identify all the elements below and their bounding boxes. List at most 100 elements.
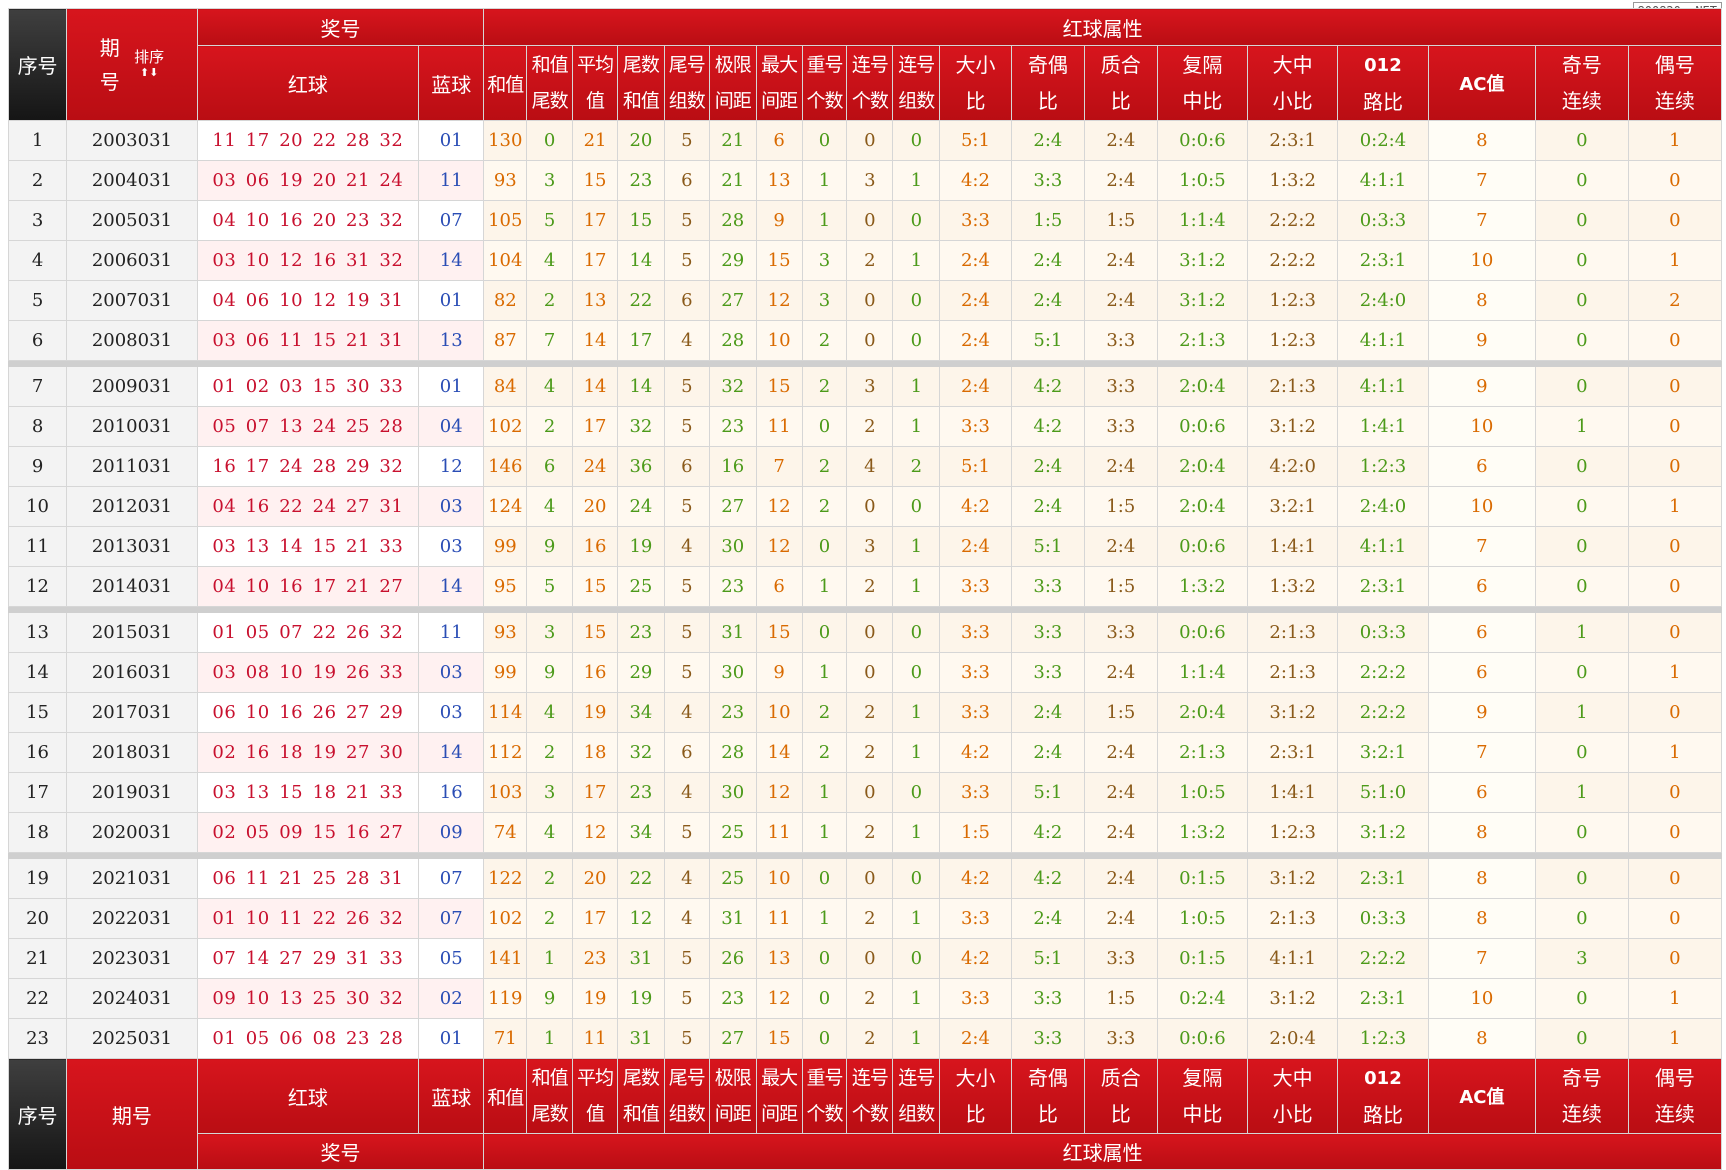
row-even-run: 1 (1627, 978, 1723, 1019)
row-ac: 6 (1427, 652, 1536, 693)
row-consec-group: 1 (892, 898, 941, 939)
row-red-balls: 03 06 11 15 21 31 (196, 320, 420, 361)
row-large-mid-small: 1:4:1 (1247, 526, 1339, 567)
row-red-balls: 04 10 16 20 23 32 (196, 200, 420, 241)
row-consec-group: 0 (892, 320, 941, 361)
sort-button[interactable]: 排序 ⬆⬇ (134, 49, 164, 81)
row-sum: 119 (483, 978, 528, 1019)
row-span: 29 (708, 240, 757, 281)
row-tail-sum: 32 (616, 732, 665, 773)
row-period: 2011031 (66, 446, 198, 487)
row-red-balls: 03 08 10 19 26 33 (196, 652, 420, 693)
row-sum-tail: 3 (526, 772, 574, 813)
row-sum: 103 (483, 772, 528, 813)
header-tail-sum: 尾数 和值 (616, 45, 665, 121)
row-tail-group: 5 (663, 566, 710, 607)
row-seq: 8 (7, 406, 68, 447)
row-odd-even: 4:2 (1010, 406, 1086, 447)
row-large-mid-small: 2:2:2 (1247, 200, 1339, 241)
row-sum-tail: 2 (526, 406, 574, 447)
row-repeat: 2 (801, 732, 848, 773)
row-avg: 17 (572, 240, 618, 281)
row-repeat-gap: 3:1:2 (1156, 280, 1249, 321)
row-ac: 7 (1427, 200, 1536, 241)
header-period-line2: 号 (99, 69, 120, 94)
row-tail-sum: 15 (616, 200, 665, 241)
row-prime: 2:4 (1084, 160, 1158, 201)
row-even-run: 0 (1627, 772, 1723, 813)
row-consec-group: 1 (892, 692, 941, 733)
row-road: 4:1:1 (1337, 526, 1429, 567)
row-max-gap: 15 (755, 366, 803, 407)
row-span: 25 (708, 858, 757, 899)
row-repeat: 3 (801, 280, 848, 321)
row-tail-sum: 34 (616, 692, 665, 733)
footer-red: 红球 (196, 1058, 420, 1134)
row-prime: 2:4 (1084, 898, 1158, 939)
row-sum-tail: 3 (526, 612, 574, 653)
row-tail-sum: 23 (616, 612, 665, 653)
row-prime: 2:4 (1084, 280, 1158, 321)
row-max-gap: 13 (755, 938, 803, 979)
row-ac: 6 (1427, 566, 1536, 607)
header-odd-run: 奇号 连续 (1534, 45, 1629, 121)
row-road: 1:2:3 (1337, 1018, 1429, 1059)
row-max-gap: 15 (755, 612, 803, 653)
row-odd-even: 2:4 (1010, 898, 1086, 939)
row-red-balls: 01 02 03 15 30 33 (196, 366, 420, 407)
row-big-small: 4:2 (939, 938, 1012, 979)
row-tail-sum: 32 (616, 406, 665, 447)
row-repeat-gap: 1:3:2 (1156, 812, 1249, 853)
row-tail-sum: 23 (616, 160, 665, 201)
row-odd-even: 2:4 (1010, 486, 1086, 527)
row-large-mid-small: 1:2:3 (1247, 320, 1339, 361)
row-big-small: 3:3 (939, 612, 1012, 653)
row-red-balls: 16 17 24 28 29 32 (196, 446, 420, 487)
row-tail-group: 4 (663, 692, 710, 733)
header-large-mid-small: 大中 小比 (1247, 45, 1339, 121)
row-consec-group: 0 (892, 652, 941, 693)
row-consec: 0 (846, 280, 894, 321)
row-repeat-gap: 0:0:6 (1156, 1018, 1249, 1059)
row-ac: 7 (1427, 160, 1536, 201)
row-period: 2018031 (66, 732, 198, 773)
row-even-run: 1 (1627, 652, 1723, 693)
row-period: 2022031 (66, 898, 198, 939)
row-consec: 0 (846, 938, 894, 979)
row-max-gap: 14 (755, 732, 803, 773)
row-consec: 2 (846, 692, 894, 733)
row-tail-sum: 19 (616, 978, 665, 1019)
row-tail-group: 4 (663, 772, 710, 813)
row-consec: 2 (846, 406, 894, 447)
row-sum-tail: 1 (526, 1018, 574, 1059)
row-prime: 1:5 (1084, 978, 1158, 1019)
row-sum-tail: 0 (526, 120, 574, 161)
row-prime: 3:3 (1084, 406, 1158, 447)
row-span: 28 (708, 320, 757, 361)
row-avg: 16 (572, 652, 618, 693)
row-odd-run: 0 (1534, 732, 1629, 773)
row-odd-even: 3:3 (1010, 1018, 1086, 1059)
footer-hezhi-tail: 和值 尾数 (526, 1058, 574, 1134)
row-blue-ball: 03 (418, 692, 485, 733)
row-consec-group: 0 (892, 938, 941, 979)
row-avg: 13 (572, 280, 618, 321)
row-even-run: 0 (1627, 612, 1723, 653)
row-sum-tail: 1 (526, 938, 574, 979)
row-avg: 15 (572, 160, 618, 201)
footer-tail-sum: 尾数 和值 (616, 1058, 665, 1134)
row-ac: 8 (1427, 812, 1536, 853)
row-big-small: 3:3 (939, 406, 1012, 447)
row-sum: 114 (483, 692, 528, 733)
table-row: 13 2015031 01 05 07 22 26 32 11 93 3 15 23 5 31 15… (7, 612, 1723, 653)
row-road: 2:2:2 (1337, 692, 1429, 733)
row-tail-sum: 23 (616, 772, 665, 813)
row-avg: 19 (572, 692, 618, 733)
row-period: 2020031 (66, 812, 198, 853)
row-odd-even: 4:2 (1010, 366, 1086, 407)
row-big-small: 2:4 (939, 280, 1012, 321)
row-consec: 2 (846, 1018, 894, 1059)
row-odd-run: 1 (1534, 612, 1629, 653)
row-tail-group: 6 (663, 280, 710, 321)
row-span: 23 (708, 566, 757, 607)
